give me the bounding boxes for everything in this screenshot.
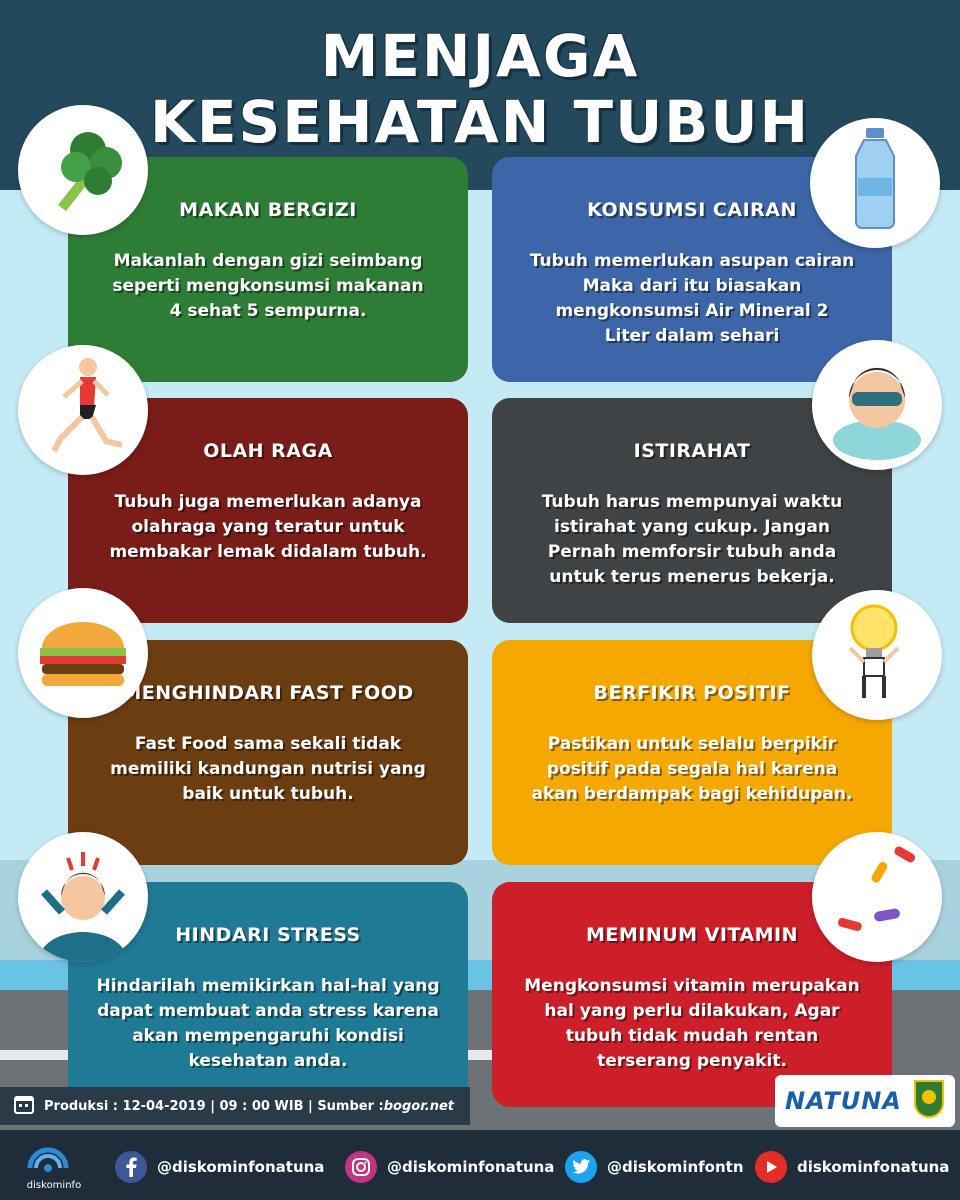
card-line: terserang penyakit. (597, 1051, 787, 1071)
card-heading: BERFIKIR POSITIF (593, 682, 791, 704)
card-line: 4 sehat 5 sempurna. (169, 301, 367, 321)
card-body: Mengkonsumsi vitamin merupakan hal yang … (520, 974, 864, 1074)
card-line: Makanlah dengan gizi seimbang (113, 251, 423, 271)
burger-icon (18, 588, 148, 718)
card-line: Liter dalam sehari (604, 326, 780, 346)
youtube-handle: diskominfonatuna (797, 1158, 950, 1176)
production-text: Produksi : 12-04-2019 | 09 : 00 WIB | Su… (44, 1098, 384, 1114)
runner-icon (18, 345, 148, 475)
card-line: Tubuh harus mempunyai waktu (541, 492, 843, 512)
social-twitter[interactable]: @diskominfontn (565, 1150, 744, 1184)
natuna-brand: NATUNA (775, 1075, 955, 1127)
social-youtube[interactable]: diskominfonatuna (755, 1150, 949, 1184)
instagram-handle: @diskominfonatuna (387, 1158, 555, 1176)
pills-icon (812, 832, 942, 962)
card-line: Fast Food sama sekali tidak (134, 734, 402, 754)
regional-emblem-icon (913, 1079, 945, 1123)
card-line: hal yang perlu dilakukan, Agar (544, 1001, 840, 1021)
card-line: Pernah memforsir tubuh anda (547, 542, 837, 562)
social-facebook[interactable]: @diskominfonatuna (115, 1150, 324, 1184)
card-line: mengkonsumsi Air Mineral 2 (555, 301, 829, 321)
facebook-handle: @diskominfonatuna (157, 1158, 325, 1176)
card-body: Tubuh memerlukan asupan cairan Maka dari… (520, 249, 864, 349)
card-olah-raga: OLAH RAGA Tubuh juga memerlukan adanya o… (68, 398, 468, 623)
card-line: tubuh tidak mudah rentan (565, 1026, 819, 1046)
card-body: Tubuh juga memerlukan adanya olahraga ya… (96, 490, 440, 565)
card-heading: MAKAN BERGIZI (179, 199, 357, 221)
card-body: Tubuh harus mempunyai waktu istirahat ya… (520, 490, 864, 590)
svg-text:diskominfo: diskominfo (27, 1180, 81, 1191)
card-line: istirahat yang cukup. Jangan (554, 517, 830, 537)
page-title-line1: MENJAGA (320, 22, 640, 90)
calendar-icon (14, 1094, 34, 1118)
card-line: seperti mengkonsumsi makanan (112, 276, 424, 296)
card-line: akan berdampak bagi kehidupan. (531, 784, 853, 804)
card-menghindari-fast-food: MENGHINDARI FAST FOOD Fast Food sama sek… (68, 640, 468, 865)
brand-name: NATUNA (785, 1087, 902, 1115)
card-heading: OLAH RAGA (203, 440, 333, 462)
card-line: olahraga yang teratur untuk (131, 517, 405, 537)
twitter-handle: @diskominfontn (607, 1158, 744, 1176)
twitter-icon (565, 1151, 597, 1183)
card-heading: KONSUMSI CAIRAN (587, 199, 797, 221)
card-line: Tubuh memerlukan asupan cairan (529, 251, 855, 271)
card-line: baik untuk tubuh. (182, 784, 354, 804)
instagram-icon (345, 1151, 377, 1183)
card-body: Makanlah dengan gizi seimbang seperti me… (96, 249, 440, 324)
youtube-icon (755, 1151, 787, 1183)
production-source: bogor.net (383, 1098, 455, 1114)
lightbulb-icon (812, 590, 942, 720)
card-heading: MEMINUM VITAMIN (585, 924, 799, 946)
card-line: memiliki kandungan nutrisi yang (110, 759, 426, 779)
footer-bar (0, 1130, 960, 1200)
production-info: Produksi : 12-04-2019 | 09 : 00 WIB | Su… (0, 1087, 470, 1125)
card-line: membakar lemak didalam tubuh. (109, 542, 427, 562)
water-bottle-icon (810, 118, 940, 248)
card-line: Mengkonsumsi vitamin merupakan (524, 976, 860, 996)
sleeping-person-icon (812, 340, 942, 470)
card-body: Fast Food sama sekali tidak memiliki kan… (96, 732, 440, 807)
diskominfo-logo: diskominfo (18, 1138, 90, 1194)
card-line: Hindarilah memikirkan hal-hal yang (96, 976, 440, 996)
card-line: positif pada segala hal karena (546, 759, 838, 779)
card-line: akan mempengaruhi kondisi (132, 1026, 404, 1046)
card-heading: HINDARI STRESS (175, 924, 361, 946)
card-line: Pastikan untuk selalu berpikir (547, 734, 837, 754)
stressed-person-icon (18, 832, 148, 962)
card-makan-bergizi: MAKAN BERGIZI Makanlah dengan gizi seimb… (68, 157, 468, 382)
card-body: Hindarilah memikirkan hal-hal yang dapat… (96, 974, 440, 1074)
card-line: dapat membuat anda stress karena (97, 1001, 439, 1021)
card-line: Maka dari itu biasakan (582, 276, 802, 296)
card-line: kesehatan anda. (188, 1051, 348, 1071)
card-line: untuk terus menerus bekerja. (549, 567, 835, 587)
broccoli-icon (18, 105, 148, 235)
facebook-icon (115, 1151, 147, 1183)
card-line: Tubuh juga memerlukan adanya (114, 492, 422, 512)
page-title-line2: KESEHATAN TUBUH (149, 88, 811, 156)
social-instagram[interactable]: @diskominfonatuna (345, 1150, 554, 1184)
card-body: Pastikan untuk selalu berpikir positif p… (520, 732, 864, 807)
card-heading: ISTIRAHAT (633, 440, 751, 462)
card-heading: MENGHINDARI FAST FOOD (122, 682, 414, 704)
